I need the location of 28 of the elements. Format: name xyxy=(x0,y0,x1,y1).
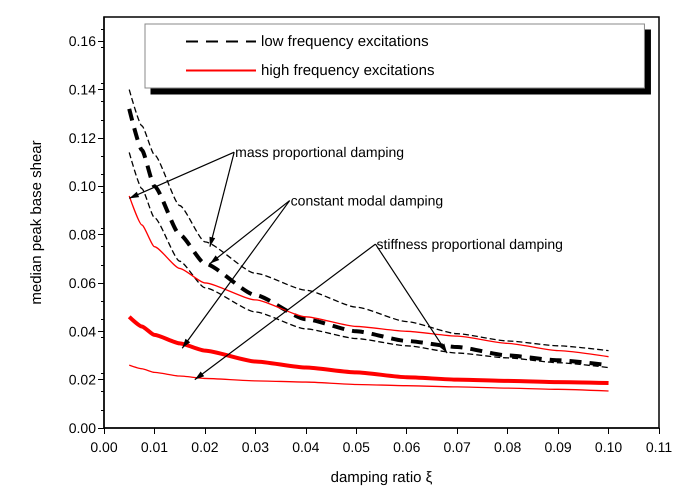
x-tick-label: 0.05 xyxy=(342,439,370,455)
x-tick-label: 0.04 xyxy=(292,439,320,455)
x-tick-label: 0.10 xyxy=(594,439,622,455)
x-tick-label: 0.03 xyxy=(242,439,270,455)
y-tick-label: 0.04 xyxy=(68,323,96,340)
y-tick-label: 0.16 xyxy=(68,33,96,50)
y-tick-label: 0.12 xyxy=(68,130,96,146)
y-tick-label: 0.00 xyxy=(68,420,96,436)
x-tick-label: 0.00 xyxy=(90,439,118,455)
y-tick-label: 0.10 xyxy=(68,178,96,194)
x-tick-label: 0.11 xyxy=(646,439,672,455)
annotation: constant modal damping xyxy=(290,192,444,209)
legend-label: high frequency excitations xyxy=(261,62,434,79)
y-axis-title: median peak base shear xyxy=(28,140,45,305)
x-tick-label: 0.01 xyxy=(140,439,168,455)
x-tick-label: 0.06 xyxy=(393,439,421,455)
y-tick-label: 0.14 xyxy=(68,82,96,98)
legend-label: low frequency excitations xyxy=(261,33,429,50)
y-tick-label: 0.06 xyxy=(68,274,96,291)
x-axis-title: damping ratio ξ xyxy=(330,469,433,486)
x-tick-label: 0.08 xyxy=(494,439,522,455)
x-tick-label: 0.09 xyxy=(544,439,572,455)
y-tick-label: 0.02 xyxy=(68,372,96,388)
x-tick-label: 0.02 xyxy=(191,439,219,455)
x-tick-label: 0.07 xyxy=(444,439,472,455)
annotation: stiffness proportional damping xyxy=(376,236,563,252)
annotation: mass proportional damping xyxy=(235,144,404,160)
y-tick-label: 0.08 xyxy=(68,226,96,243)
